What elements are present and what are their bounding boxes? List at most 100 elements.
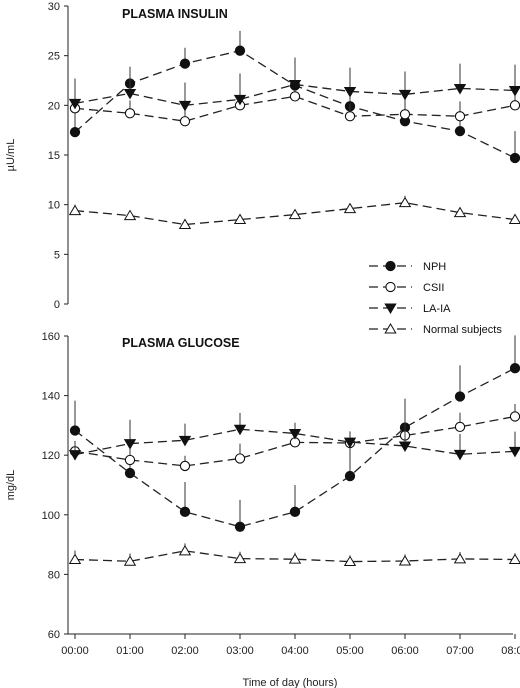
legend-item: LA-IA: [369, 303, 451, 315]
data-point: [453, 552, 467, 564]
data-point: [179, 506, 191, 517]
legend-item: NPH: [369, 260, 446, 273]
data-point: [234, 453, 246, 464]
x-tick-label: 08:00: [501, 645, 520, 657]
data-point: [343, 202, 357, 214]
x-axis-title: Time of day (hours): [243, 677, 338, 688]
data-point: [289, 506, 301, 517]
legend-marker: [385, 281, 396, 293]
data-point: [453, 449, 467, 461]
data-point: [179, 58, 191, 69]
data-point: [288, 79, 302, 91]
data-point: [398, 441, 412, 452]
data-point: [509, 100, 520, 111]
data-point: [398, 554, 412, 566]
data-point: [509, 411, 520, 422]
data-point: [398, 89, 412, 101]
x-tick-label: 07:00: [446, 645, 474, 657]
data-point: [508, 85, 520, 97]
data-point: [233, 424, 247, 436]
series-la-ia: [68, 412, 520, 461]
data-point: [509, 152, 520, 164]
data-point: [123, 439, 137, 450]
y-tick-label: 20: [48, 100, 60, 112]
y-axis-title: µU/mL: [5, 139, 17, 172]
data-point: [68, 204, 82, 216]
data-point: [124, 467, 136, 479]
x-tick-label: 01:00: [116, 645, 144, 657]
data-point: [289, 91, 301, 102]
series-nph: [69, 335, 520, 532]
data-point: [124, 108, 136, 119]
y-tick-label: 120: [42, 450, 60, 462]
data-point: [398, 196, 412, 208]
series-line: [74, 415, 516, 467]
data-point: [508, 553, 520, 564]
data-point: [399, 109, 411, 120]
data-point: [454, 391, 466, 402]
series-la-ia: [68, 57, 520, 112]
data-point: [233, 552, 247, 564]
series-line: [74, 367, 516, 528]
data-point: [124, 454, 136, 466]
legend-marker: [384, 303, 397, 315]
panel-insulin: 0 5 10 15 20 25 30 µU/mL PLASMA INSULIN: [5, 1, 520, 311]
x-tick-label: 00:00: [61, 645, 89, 657]
legend-label: LA-IA: [423, 303, 451, 315]
panel-glucose: 60 80 100 120 140 160 00:00 01:00 02:00 03:00 04:0…: [5, 331, 520, 688]
data-point: [69, 127, 81, 138]
y-tick-label: 160: [42, 331, 60, 343]
data-point: [343, 86, 357, 98]
legend-marker: [384, 322, 397, 334]
series-line: [74, 428, 516, 456]
y-tick-label: 0: [54, 299, 60, 311]
data-point: [123, 88, 137, 100]
data-point: [178, 218, 192, 230]
legend-item: CSII: [369, 281, 444, 294]
series-normal-subjects: [68, 195, 520, 230]
series-line: [74, 202, 516, 226]
series-line: [74, 95, 516, 122]
data-point: [508, 446, 520, 458]
data-point: [178, 100, 192, 112]
data-point: [454, 421, 466, 433]
legend-label: CSII: [423, 282, 444, 294]
x-tick-label: 02:00: [171, 645, 199, 657]
data-point: [68, 98, 82, 110]
data-point: [123, 555, 137, 566]
data-point: [68, 553, 82, 564]
x-tick-label: 04:00: [281, 645, 309, 657]
series-normal-subjects: [68, 543, 520, 567]
data-point: [234, 521, 246, 532]
y-tick-label: 15: [48, 150, 60, 162]
data-point: [453, 206, 467, 218]
y-tick-label: 30: [48, 1, 60, 13]
data-point: [454, 126, 466, 137]
x-tick-label: 03:00: [226, 645, 254, 657]
y-axis-title: mg/dL: [5, 470, 17, 501]
y-tick-label: 80: [48, 569, 60, 581]
legend-item: Normal subjects: [369, 322, 502, 336]
data-point: [288, 553, 302, 564]
data-point: [453, 83, 467, 95]
data-point: [288, 428, 302, 440]
data-point: [454, 111, 466, 122]
data-point: [344, 111, 356, 122]
data-point: [178, 544, 192, 556]
series-line: [74, 550, 516, 563]
data-point: [178, 435, 192, 447]
x-tick-label: 06:00: [391, 645, 419, 657]
data-point: [69, 425, 81, 436]
y-tick-label: 10: [48, 200, 60, 212]
data-point: [509, 363, 520, 374]
data-point: [234, 45, 246, 56]
legend-marker: [385, 260, 396, 272]
legend-label: NPH: [423, 261, 446, 273]
data-point: [508, 213, 520, 225]
x-tick-label: 05:00: [336, 645, 364, 657]
data-point: [343, 437, 357, 449]
legend-label: Normal subjects: [423, 324, 502, 336]
y-tick-label: 5: [54, 249, 60, 261]
y-tick-label: 140: [42, 391, 60, 403]
